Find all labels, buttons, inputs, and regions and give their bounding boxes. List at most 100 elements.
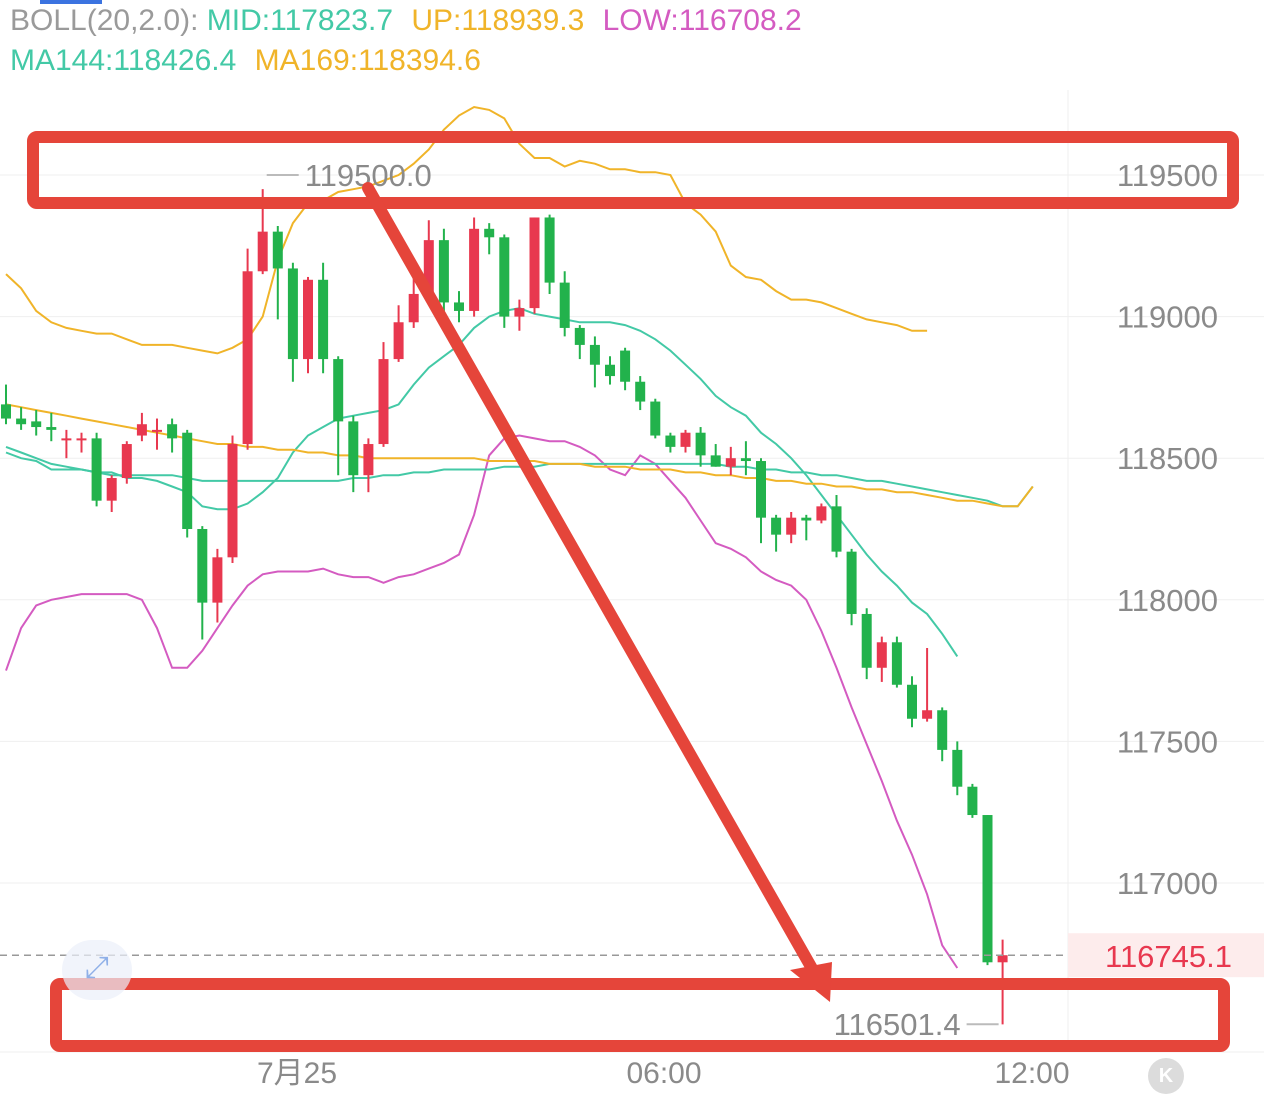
top-highlight-box <box>27 131 1239 209</box>
candle-body <box>680 432 691 447</box>
ma-legend: MA144:118426.4 MA169:118394.6 <box>10 44 491 78</box>
series-ma144-line <box>5 445 1034 508</box>
candle-body <box>635 381 646 402</box>
candle-body <box>438 240 449 303</box>
boll-mid-value: MID:117823.7 <box>206 4 394 37</box>
y-axis-label: 118500 <box>1117 441 1218 476</box>
y-axis-label: 119500 <box>1117 158 1218 193</box>
candle-body <box>967 786 978 816</box>
y-axis-label: 117500 <box>1117 724 1218 759</box>
low-marker-label: 116501.4 <box>834 1007 961 1042</box>
candle-body <box>393 322 404 360</box>
candle-body <box>740 458 751 462</box>
candle-body <box>378 359 389 445</box>
candle-body <box>861 613 872 668</box>
candle-body <box>846 551 857 614</box>
candle-body <box>725 458 736 467</box>
candle-body <box>408 293 419 323</box>
candle-body <box>363 444 374 476</box>
candle-body <box>212 557 223 603</box>
last-price-tag <box>1068 933 1264 978</box>
x-axis-label: 7月25 <box>257 1057 337 1090</box>
candle-body <box>61 438 72 441</box>
candle-body <box>922 710 933 719</box>
axis-labels: 119500 119000 118500 118000 117500 117000 7月25… <box>257 158 1218 1090</box>
ma144-value: MA144:118426.4 <box>10 44 237 77</box>
candle-body <box>695 432 706 456</box>
candle-body <box>227 444 238 558</box>
candle-body <box>46 427 57 430</box>
candle-body <box>303 279 313 360</box>
candle-body <box>620 350 631 382</box>
candle-body <box>16 418 27 425</box>
candle-body <box>997 955 1008 963</box>
candle-body <box>605 364 615 377</box>
boll-up-value: UP:118939.3 <box>411 4 585 37</box>
candle-body <box>982 815 993 963</box>
candle-body <box>514 308 525 317</box>
candle-body <box>529 217 540 309</box>
candle-body <box>257 231 268 272</box>
series-up-line <box>5 105 928 355</box>
candle-body <box>136 424 147 436</box>
candle-body <box>876 642 887 668</box>
candle-body <box>182 432 193 529</box>
y-axis-label: 119000 <box>1117 300 1218 335</box>
boll-legend: BOLL(20,2.0): MID:117823.7 UP:118939.3 L… <box>10 4 812 38</box>
ma169-value: MA169:118394.6 <box>254 44 481 77</box>
candle-body <box>76 438 87 441</box>
series-low-line <box>5 434 959 969</box>
candle-body <box>106 478 117 501</box>
candle-body <box>287 268 298 360</box>
candle-body <box>665 435 676 447</box>
candle-body <box>1 404 11 419</box>
candle-body <box>31 421 42 428</box>
candle-body <box>454 302 464 311</box>
candle-body <box>710 455 721 467</box>
candle-body <box>650 401 661 436</box>
last-price-label: 116745.1 <box>1105 939 1232 974</box>
candle-body <box>907 684 917 719</box>
candle-body <box>242 271 253 445</box>
candle-body <box>333 359 344 422</box>
active-tab-indicator <box>40 0 102 4</box>
candle-body <box>952 749 963 787</box>
trend-arrow-shaft <box>362 182 820 978</box>
candle-body <box>574 327 585 345</box>
candle-body <box>891 642 902 685</box>
x-axis-label: 12:00 <box>994 1057 1069 1090</box>
candle-body <box>544 217 555 283</box>
candle-body <box>272 231 283 269</box>
candle-body <box>756 461 766 518</box>
candle-body <box>484 228 495 238</box>
candle-body <box>816 506 827 521</box>
grid-lines <box>0 90 1264 1053</box>
candle-body <box>167 424 178 439</box>
candle-body <box>197 529 208 603</box>
k-line-glyph: K <box>1158 1065 1174 1087</box>
bottom-highlight-box <box>50 978 1230 1052</box>
trend-arrow-head <box>790 962 832 1002</box>
candle-body <box>152 429 162 432</box>
candle-body <box>469 228 480 311</box>
candle-body <box>318 279 329 360</box>
candle-body <box>937 710 948 750</box>
k-line-icon[interactable]: K <box>1148 1058 1184 1094</box>
candle-body <box>121 444 132 479</box>
candle-body <box>559 282 570 328</box>
candle-body <box>589 344 600 365</box>
candle-body <box>91 438 102 501</box>
candle-body <box>348 421 359 476</box>
candle-body <box>499 237 510 317</box>
candle-body <box>771 517 782 535</box>
boll-label: BOLL(20,2.0): <box>10 4 199 37</box>
candle-body <box>801 517 812 521</box>
expand-arrows-icon[interactable]: ⤢ <box>62 940 132 1000</box>
candle-body <box>786 517 797 535</box>
candles <box>1 189 1008 1025</box>
boll-low-value: LOW:116708.2 <box>602 4 802 37</box>
candle-body <box>831 506 842 552</box>
y-axis-label: 118000 <box>1117 583 1218 618</box>
